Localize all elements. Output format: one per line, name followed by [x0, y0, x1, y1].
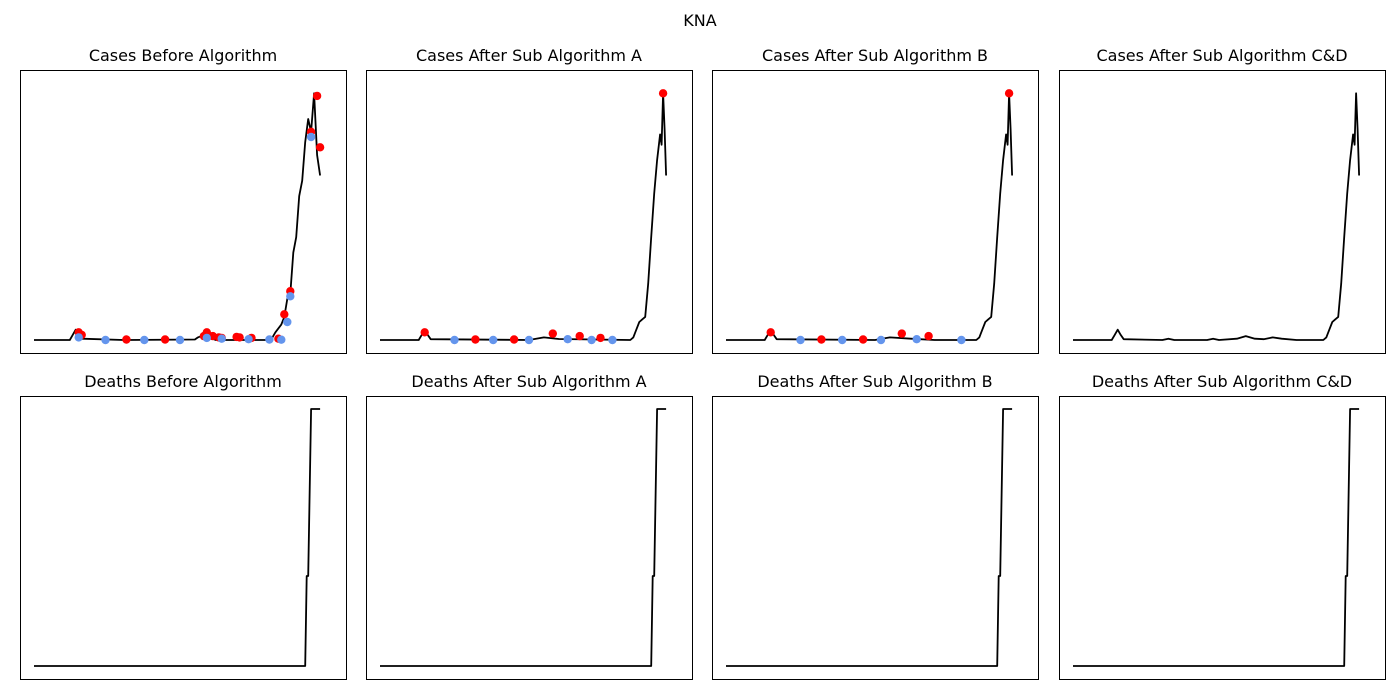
outlier-point-blue: [283, 317, 292, 327]
subplot-1: Cases Before Algorithm: [20, 46, 347, 354]
series-line: [380, 92, 667, 341]
series-line: [1073, 408, 1360, 667]
series-line: [34, 408, 321, 667]
outlier-point-red: [471, 335, 480, 344]
outlier-point-red: [315, 143, 325, 152]
outlier-point-red: [858, 335, 868, 344]
outlier-point-red: [160, 335, 170, 344]
outlier-point-blue: [563, 335, 572, 344]
subplot-title: Cases After Sub Algorithm B: [762, 46, 988, 65]
subplot-3: Cases After Sub Algorithm B: [712, 46, 1039, 354]
outlier-point-blue: [202, 333, 211, 343]
outlier-point-blue: [524, 335, 534, 345]
plot-frame: [366, 396, 693, 680]
outlier-point-red: [509, 335, 519, 344]
outlier-point-blue: [587, 335, 596, 345]
outlier-point-blue: [140, 335, 149, 345]
series-line: [726, 408, 1013, 667]
outlier-point-blue: [306, 132, 316, 142]
outlier-point-blue: [74, 333, 83, 342]
outlier-point-blue: [217, 334, 226, 343]
outlier-point-blue: [286, 292, 295, 301]
outlier-point-red: [312, 91, 322, 101]
plot-frame: [712, 70, 1039, 354]
outlier-point-red: [658, 89, 668, 98]
subplot-8: Deaths After Sub Algorithm C&D: [1059, 372, 1386, 680]
outlier-point-red: [280, 310, 289, 319]
outlier-point-red: [235, 333, 244, 342]
outlier-point-red: [548, 329, 557, 338]
subplot-title: Cases Before Algorithm: [89, 46, 277, 65]
plot-frame: [20, 396, 347, 680]
outlier-point-blue: [838, 335, 847, 345]
outlier-point-blue: [876, 335, 886, 345]
figure-title: KNA: [683, 11, 717, 30]
outlier-point-blue: [912, 335, 921, 344]
subplot-7: Deaths After Sub Algorithm B: [712, 372, 1039, 680]
outlier-point-red: [596, 333, 605, 343]
series-line: [1073, 92, 1360, 341]
outlier-point-red: [575, 331, 584, 341]
outlier-point-blue: [277, 335, 286, 344]
outlier-point-red: [817, 335, 826, 344]
outlier-point-red: [766, 328, 775, 337]
subplot-2: Cases After Sub Algorithm A: [366, 46, 693, 354]
subplot-title: Deaths After Sub Algorithm A: [411, 372, 646, 391]
series-line: [380, 408, 667, 667]
subplot-title: Deaths After Sub Algorithm C&D: [1092, 372, 1352, 391]
outlier-point-blue: [244, 335, 253, 344]
plot-frame: [366, 70, 693, 354]
series-line: [34, 92, 321, 341]
outlier-point-red: [897, 329, 906, 338]
outlier-point-blue: [265, 335, 274, 344]
outlier-point-blue: [101, 335, 110, 345]
outlier-point-blue: [796, 335, 805, 345]
subplot-6: Deaths After Sub Algorithm A: [366, 372, 693, 680]
outlier-point-red: [1004, 89, 1014, 98]
outlier-point-blue: [489, 335, 498, 345]
subplot-4: Cases After Sub Algorithm C&D: [1059, 46, 1386, 354]
subplot-title: Deaths After Sub Algorithm B: [757, 372, 992, 391]
plot-frame: [20, 70, 347, 354]
outlier-point-blue: [608, 335, 617, 345]
outlier-point-red: [420, 328, 429, 337]
subplot-title: Cases After Sub Algorithm A: [416, 46, 642, 65]
plot-frame: [1059, 70, 1386, 354]
subplot-title: Cases After Sub Algorithm C&D: [1096, 46, 1347, 65]
subplot-title: Deaths Before Algorithm: [84, 372, 282, 391]
outlier-point-blue: [450, 335, 459, 345]
plot-frame: [712, 396, 1039, 680]
series-line: [726, 92, 1013, 341]
outlier-point-red: [924, 331, 933, 341]
outlier-point-blue: [175, 335, 185, 345]
outlier-point-red: [122, 335, 131, 344]
subplot-5: Deaths Before Algorithm: [20, 372, 347, 680]
plot-frame: [1059, 396, 1386, 680]
outlier-point-blue: [957, 335, 966, 345]
